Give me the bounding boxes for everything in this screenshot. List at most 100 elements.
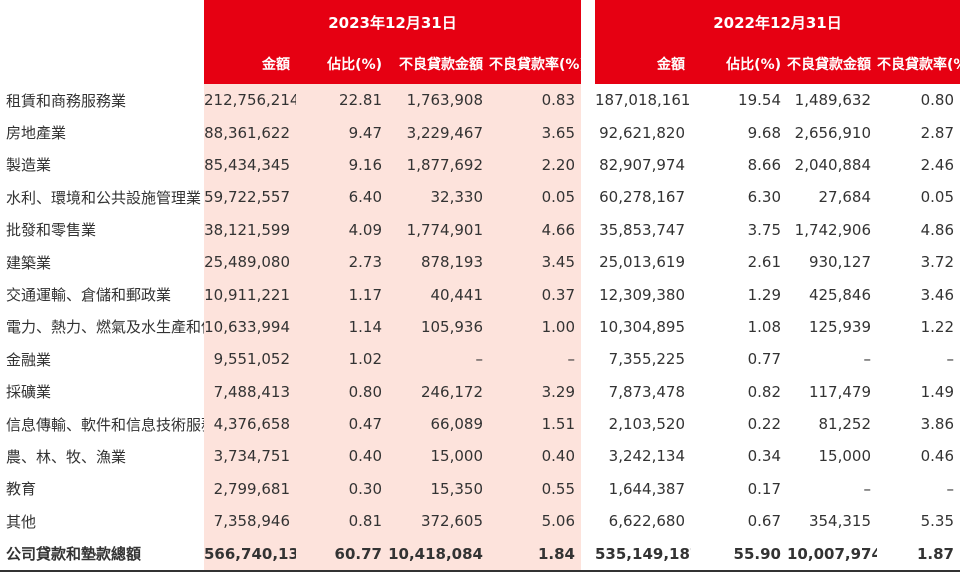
share-2023-cell: 22.81 [339, 91, 382, 110]
amount-2022-cell: 3,242,134 [608, 447, 685, 466]
npl-amount-2022-cell: 425,846 [808, 285, 871, 304]
share-2022-cell: 6.30 [747, 188, 781, 207]
period-2022-header: 2022年12月31日 [595, 0, 960, 44]
share-2023-cell: 60.77 [296, 537, 388, 573]
table-row: 電力、熱力、燃氣及水生產和供應業10,633,994 1.14 105,936 1.0… [0, 311, 960, 343]
amount-2023-cell: 566,740,133 [204, 537, 296, 573]
npl-ratio-2022-cell: 0.46 [920, 447, 954, 466]
industry-label: 教育 [6, 480, 37, 499]
share-2023-cell: 0.40 [348, 447, 382, 466]
npl-amount-2022-cell: 930,127 [808, 253, 871, 272]
share-2023-cell: 1.14 [348, 317, 382, 336]
amount-2022-cell: 7,355,225 [608, 350, 685, 369]
table-row: 租賃和商務服務業 212,756,214 22.81 1,763,908 0.83 187… [0, 84, 960, 116]
column-gap [581, 376, 595, 408]
industry-label: 金融業 [6, 350, 52, 369]
npl-amount-2023-cell: 66,089 [430, 415, 484, 434]
npl-amount-2022-cell: 2,656,910 [794, 123, 871, 142]
industry-label: 公司貸款和墊款總額 [0, 537, 204, 573]
share-2023-cell: 9.47 [348, 123, 382, 142]
share-2023-cell: 0.30 [348, 479, 382, 498]
npl-amount-2023-cell: 3,229,467 [406, 123, 483, 142]
share-2023-cell: 0.47 [348, 415, 382, 434]
share-2022-cell: 1.29 [747, 285, 781, 304]
npl-amount-2023-cell: 1,763,908 [406, 91, 483, 110]
table-row: 金融業 9,551,052 1.02 – – 7,355,225 0.77 – – [0, 343, 960, 375]
share-2022-cell: 8.66 [747, 155, 781, 174]
col-amount-2023: 金額 [204, 44, 296, 84]
npl-amount-2022-cell: – [863, 479, 872, 498]
col-npl-ratio-2023: 不良貸款率(%) [489, 44, 581, 84]
amount-2022-cell: 10,304,895 [599, 317, 685, 336]
col-npl-ratio-2022: 不良貸款率(%) [877, 44, 960, 84]
table-row: 信息傳輸、軟件和信息技術服務業 4,376,658 0.47 66,089 1.51 2,… [0, 408, 960, 440]
column-gap [581, 84, 595, 116]
table-row: 水利、環境和公共設施管理業 59,722,557 6.40 32,330 0.05 60,… [0, 181, 960, 213]
share-2022-cell: 2.61 [747, 253, 781, 272]
industry-label: 水利、環境和公共設施管理業 [6, 188, 202, 207]
npl-amount-2022-cell: 354,315 [808, 512, 871, 531]
header-corner [0, 0, 204, 44]
share-2022-cell: 1.08 [747, 317, 781, 336]
column-gap [581, 537, 595, 573]
amount-2022-cell: 1,644,387 [608, 479, 685, 498]
npl-amount-2022-cell: 125,939 [808, 317, 871, 336]
share-2022-cell: 0.77 [747, 350, 781, 369]
share-2022-cell: 0.17 [747, 479, 781, 498]
npl-ratio-2022-cell: – [946, 350, 955, 369]
amount-2022-cell: 82,907,974 [599, 155, 685, 174]
share-2023-cell: 0.80 [348, 382, 382, 401]
npl-amount-2023-cell: 105,936 [420, 317, 483, 336]
industry-label: 電力、熱力、燃氣及水生產和供應業 [6, 318, 204, 337]
amount-2022-cell: 35,853,747 [599, 220, 685, 239]
table-row: 建築業 25,489,080 2.73 878,193 3.45 25,013,619 2.… [0, 246, 960, 278]
amount-2023-cell: 212,756,214 [204, 91, 296, 110]
table-row: 農、林、牧、漁業 3,734,751 0.40 15,000 0.40 3,242,134… [0, 440, 960, 472]
npl-ratio-2023-cell: 3.45 [541, 253, 575, 272]
share-2022-cell: 0.82 [747, 382, 781, 401]
npl-amount-2023-cell: 878,193 [420, 253, 483, 272]
npl-ratio-2022-cell: – [946, 479, 955, 498]
share-2022-cell: 0.22 [747, 415, 781, 434]
npl-amount-2023-cell: 372,605 [420, 512, 483, 531]
industry-label: 採礦業 [6, 383, 52, 402]
npl-ratio-2022-cell: 1.87 [877, 537, 960, 573]
col-npl-amount-2022: 不良貸款金額 [787, 44, 877, 84]
col-npl-amount-2023: 不良貸款金額 [388, 44, 489, 84]
npl-amount-2022-cell: 117,479 [808, 382, 871, 401]
amount-2022-cell: 6,622,680 [608, 512, 685, 531]
amount-2023-cell: 2,799,681 [213, 479, 290, 498]
column-gap [581, 149, 595, 181]
table-body: 租賃和商務服務業 212,756,214 22.81 1,763,908 0.83 187… [0, 84, 960, 573]
industry-label: 其他 [6, 512, 37, 531]
amount-2023-cell: 10,911,221 [204, 285, 290, 304]
amount-2022-cell: 25,013,619 [599, 253, 685, 272]
npl-ratio-2023-cell: 2.20 [541, 155, 575, 174]
npl-ratio-2023-cell: 3.29 [541, 382, 575, 401]
industry-label: 交通運輸、倉儲和郵政業 [6, 286, 172, 305]
npl-ratio-2023-cell: 1.51 [541, 415, 575, 434]
npl-ratio-2023-cell: 0.55 [541, 479, 575, 498]
table-row: 其他 7,358,946 0.81 372,605 5.06 6,622,680 0.67 3… [0, 505, 960, 537]
npl-amount-2022-cell: – [863, 350, 872, 369]
amount-2023-cell: 7,488,413 [213, 382, 290, 401]
amount-2022-cell: 92,621,820 [599, 123, 685, 142]
share-2022-cell: 0.34 [747, 447, 781, 466]
npl-amount-2023-cell: – [475, 350, 484, 369]
share-2022-cell: 3.75 [747, 220, 781, 239]
amount-2022-cell: 535,149,187 [595, 537, 691, 573]
table-row: 批發和零售業 38,121,599 4.09 1,774,901 4.66 35,853,… [0, 214, 960, 246]
column-gap [581, 116, 595, 148]
industry-label: 信息傳輸、軟件和信息技術服務業 [6, 415, 204, 434]
npl-ratio-2022-cell: 0.05 [920, 188, 954, 207]
highlight-band-2023 [204, 44, 581, 572]
npl-ratio-2023-cell: 3.65 [541, 123, 575, 142]
npl-amount-2023-cell: 40,441 [430, 285, 484, 304]
amount-2022-cell: 187,018,161 [595, 91, 691, 110]
npl-ratio-2023-cell: 0.37 [541, 285, 575, 304]
column-gap [581, 278, 595, 310]
column-gap [581, 246, 595, 278]
npl-amount-2022-cell: 1,742,906 [794, 220, 871, 239]
